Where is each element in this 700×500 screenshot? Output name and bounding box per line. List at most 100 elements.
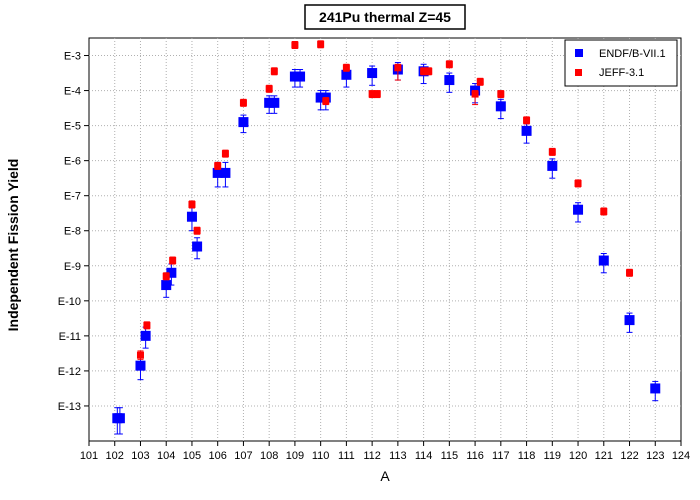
data-point	[394, 64, 402, 72]
x-tick-label: 106	[209, 450, 227, 462]
y-tick-label: E-8	[64, 226, 81, 238]
x-axis-label: A	[380, 468, 390, 484]
x-tick-label: 103	[131, 450, 149, 462]
data-point	[598, 255, 609, 266]
data-point	[221, 150, 229, 158]
x-tick-label: 117	[492, 450, 510, 462]
y-tick-label: E-13	[58, 401, 81, 413]
data-point	[193, 227, 201, 235]
x-tick-label: 107	[234, 450, 252, 462]
data-point	[322, 97, 330, 105]
x-axis-ticks: 101 102 103 104 105 106 107 108 109 110 111 112 113 1…	[80, 441, 690, 462]
y-tick-label: E-4	[64, 86, 81, 98]
data-point	[269, 97, 280, 108]
data-point	[162, 272, 170, 280]
data-point	[444, 75, 455, 86]
data-point	[212, 167, 223, 178]
x-tick-label: 101	[80, 450, 98, 462]
x-tick-label: 105	[183, 450, 201, 462]
x-tick-label: 123	[646, 450, 664, 462]
y-tick-label: E-3	[64, 51, 81, 63]
x-tick-label: 124	[672, 450, 690, 462]
data-point	[315, 92, 326, 103]
legend-label-endf: ENDF/B-VII.1	[599, 48, 666, 60]
data-point	[548, 148, 556, 156]
data-point	[220, 167, 231, 178]
data-point	[600, 207, 608, 215]
data-point	[521, 125, 532, 136]
y-axis-ticks: E-3 E-4 E-5 E-6 E-7 E-8 E-9 E-10 E-11 E-12 E-13	[58, 51, 89, 413]
legend-marker-jeff	[575, 69, 582, 76]
x-tick-label: 109	[286, 450, 304, 462]
x-tick-label: 110	[312, 450, 330, 462]
data-point	[624, 315, 635, 326]
x-tick-label: 118	[518, 450, 536, 462]
data-point	[574, 179, 582, 187]
x-tick-label: 108	[260, 450, 278, 462]
y-tick-label: E-9	[64, 261, 81, 273]
data-point	[497, 90, 505, 98]
data-point	[265, 85, 273, 93]
data-point	[445, 60, 453, 68]
data-point	[476, 78, 484, 86]
data-point	[214, 162, 222, 170]
data-point	[291, 41, 299, 49]
data-point	[135, 360, 146, 371]
data-point	[547, 160, 558, 171]
data-point	[143, 321, 151, 329]
data-point	[140, 330, 151, 341]
data-point	[166, 267, 177, 278]
data-point	[114, 413, 125, 424]
x-tick-label: 111	[338, 450, 355, 462]
data-point	[523, 116, 531, 124]
legend-marker-endf	[575, 49, 583, 57]
legend-label-jeff: JEFF-3.1	[599, 67, 644, 79]
y-tick-label: E-11	[59, 331, 81, 343]
y-tick-label: E-5	[64, 121, 81, 133]
legend: ENDF/B-VII.1 JEFF-3.1	[564, 39, 678, 87]
plot-border	[88, 37, 682, 442]
chart-title: 241Pu thermal Z=45	[319, 9, 451, 25]
data-point	[342, 64, 350, 72]
data-point	[169, 257, 177, 265]
y-axis-label: Independent Fission Yield	[5, 159, 21, 332]
data-point	[341, 69, 352, 80]
x-tick-label: 104	[157, 450, 175, 462]
y-tick-label: E-6	[64, 156, 81, 168]
data-point	[317, 40, 325, 48]
x-tick-label: 112	[363, 450, 381, 462]
data-point	[425, 67, 433, 75]
data-point	[650, 383, 661, 394]
data-point	[136, 351, 144, 359]
x-tick-label: 122	[620, 450, 638, 462]
data-point	[367, 68, 378, 79]
data-point	[161, 280, 172, 291]
data-point	[295, 71, 306, 82]
legend-box	[564, 39, 678, 87]
data-point	[495, 101, 506, 112]
data-point	[368, 90, 376, 98]
data-point	[192, 241, 203, 252]
y-tick-label: E-10	[58, 296, 81, 308]
x-tick-label: 114	[415, 450, 433, 462]
y-tick-label: E-12	[58, 366, 81, 378]
data-point	[471, 90, 479, 98]
x-tick-label: 119	[544, 450, 562, 462]
data-point	[573, 204, 584, 215]
chart-title-box	[304, 4, 466, 30]
data-point	[270, 67, 278, 75]
y-tick-label: E-7	[64, 191, 81, 203]
data-point	[186, 211, 197, 222]
plot-area	[88, 37, 682, 442]
data-point	[188, 200, 196, 208]
data-point	[264, 97, 275, 108]
series-jeff	[136, 40, 634, 360]
data-point	[238, 117, 249, 128]
series-layer	[112, 40, 661, 435]
x-tick-label: 113	[389, 450, 407, 462]
data-point	[626, 269, 634, 277]
x-tick-label: 115	[441, 450, 459, 462]
x-tick-label: 102	[106, 450, 124, 462]
